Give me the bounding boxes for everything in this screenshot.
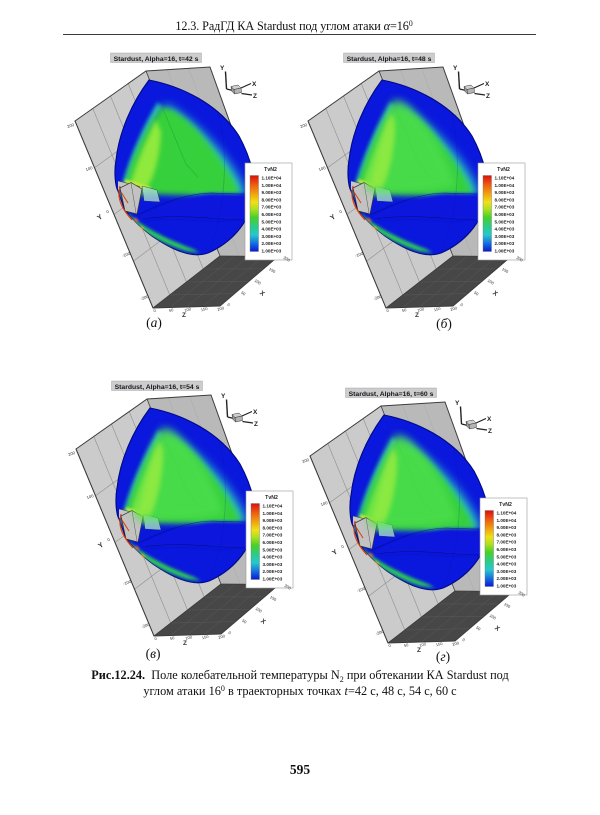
svg-text:(в): (в) <box>146 646 161 661</box>
svg-text:Stardust, Alpha=16, t=42 s: Stardust, Alpha=16, t=42 s <box>114 56 199 63</box>
svg-text:Stardust, Alpha=16, t=48 s: Stardust, Alpha=16, t=48 s <box>347 56 432 63</box>
svg-text:(б): (б) <box>436 316 452 331</box>
svg-text:(г): (г) <box>436 649 450 664</box>
svg-text:Stardust, Alpha=16, t=54 s: Stardust, Alpha=16, t=54 s <box>115 384 200 391</box>
svg-text:Stardust, Alpha=16, t=60 s: Stardust, Alpha=16, t=60 s <box>349 391 434 398</box>
svg-text:(а): (а) <box>146 315 162 330</box>
